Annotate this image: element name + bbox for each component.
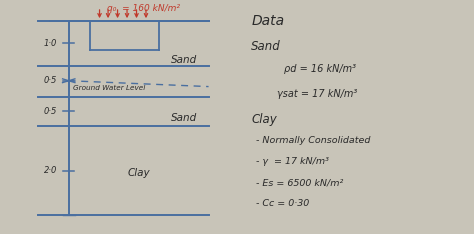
Text: - Normally Consolidated: - Normally Consolidated: [256, 136, 370, 145]
Text: 0·5: 0·5: [44, 107, 57, 116]
Text: - Es = 6500 kN/m²: - Es = 6500 kN/m²: [256, 178, 343, 187]
Text: Sand: Sand: [171, 113, 197, 123]
Text: Sand: Sand: [251, 40, 281, 53]
Text: Clay: Clay: [251, 113, 277, 126]
Text: q₀  = 160 kN/m²: q₀ = 160 kN/m²: [107, 4, 180, 13]
Text: Clay: Clay: [128, 168, 151, 178]
Text: 0·5: 0·5: [44, 76, 57, 85]
Text: 1·0: 1·0: [44, 39, 57, 48]
Text: Sand: Sand: [171, 55, 197, 65]
Text: Ground Water Level: Ground Water Level: [73, 85, 146, 91]
Text: - γ  = 17 kN/m³: - γ = 17 kN/m³: [256, 157, 329, 166]
Text: 2·0: 2·0: [44, 166, 57, 175]
Text: ρd = 16 kN/m³: ρd = 16 kN/m³: [284, 64, 356, 74]
Text: γsat = 17 kN/m³: γsat = 17 kN/m³: [277, 89, 357, 99]
Text: Data: Data: [251, 14, 284, 28]
Text: - Cc = 0·30: - Cc = 0·30: [256, 199, 309, 208]
